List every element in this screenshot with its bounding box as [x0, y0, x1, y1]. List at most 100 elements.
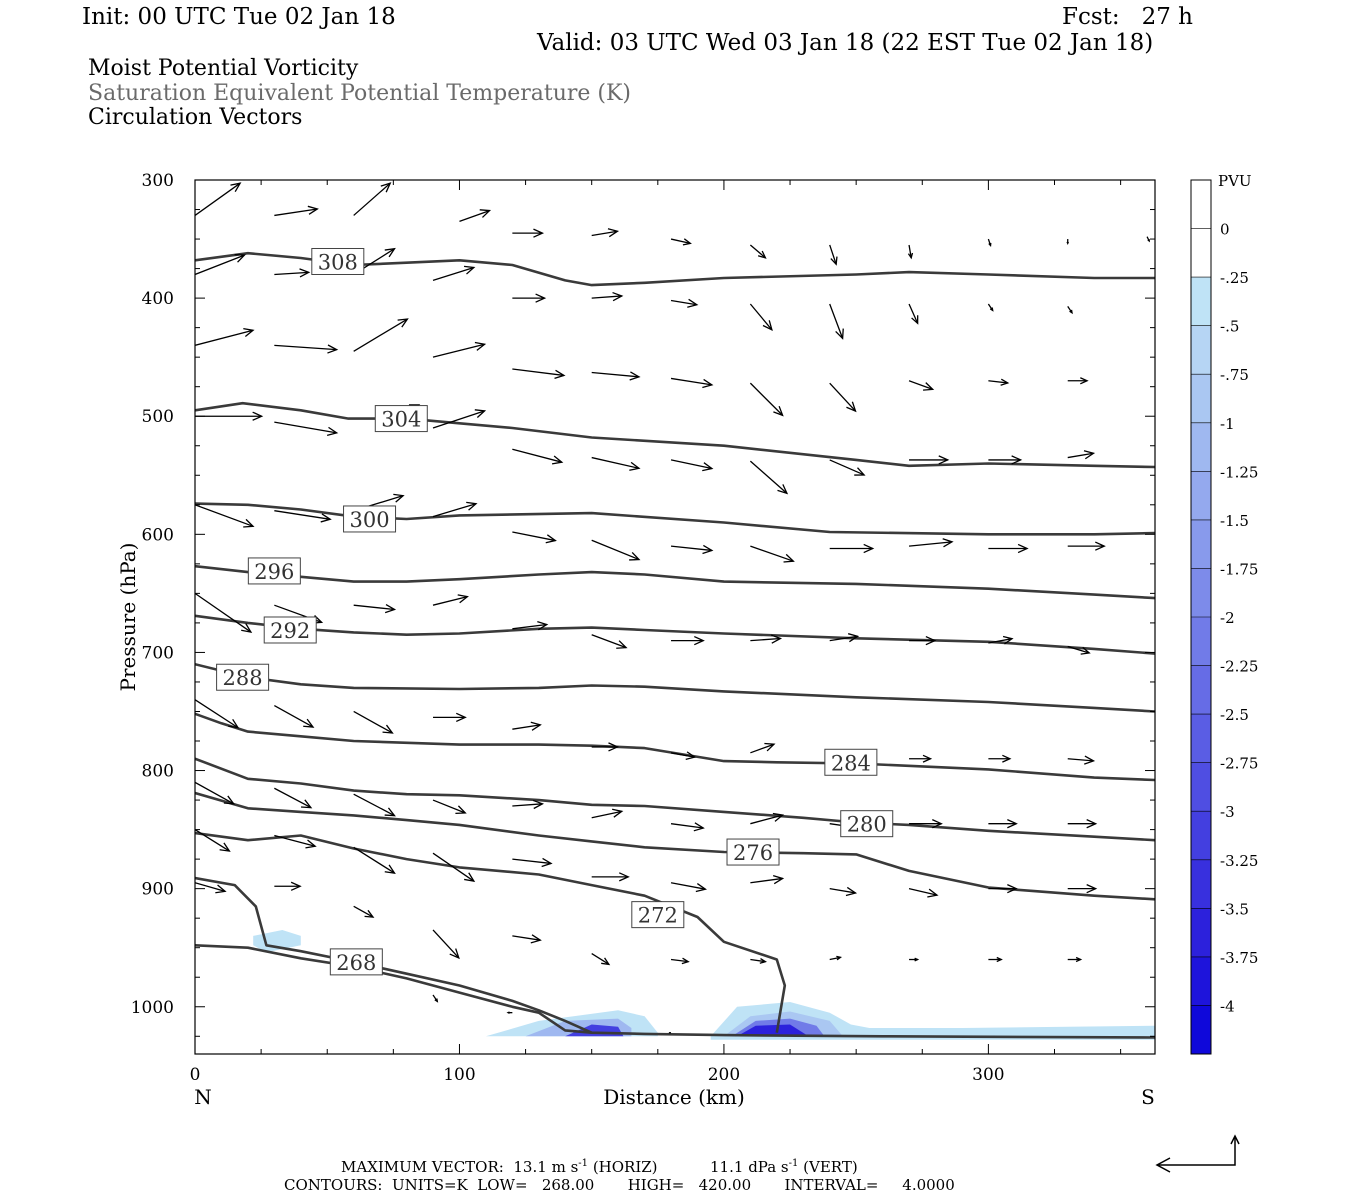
- circulation-vector: [671, 635, 705, 646]
- circulation-vector: [749, 303, 773, 332]
- x-axis-title: Distance (km): [603, 1085, 745, 1109]
- colorbar-swatch: [1191, 908, 1211, 958]
- colorbar-label: -1.5: [1220, 512, 1249, 530]
- circulation-vector: [988, 635, 1014, 645]
- contour-label: 308: [311, 247, 365, 275]
- circulation-vector: [1067, 755, 1096, 765]
- circulation-vector: [988, 543, 1029, 554]
- colorbar-label: -1: [1220, 415, 1235, 433]
- title-theta-es: Saturation Equivalent Potential Temperat…: [88, 81, 631, 106]
- circulation-vector: [432, 409, 487, 429]
- circulation-vector: [750, 874, 785, 885]
- colorbar-label: -1.75: [1220, 560, 1258, 578]
- circulation-vector: [274, 344, 339, 354]
- circulation-vector: [591, 539, 641, 561]
- circulation-vector: [274, 881, 302, 891]
- colorbar-label: 0: [1220, 221, 1230, 239]
- circulation-vector: [432, 594, 469, 606]
- circulation-vector: [829, 886, 858, 897]
- circulation-vector: [749, 244, 767, 259]
- circulation-vector: [829, 303, 844, 340]
- circulation-vector: [432, 852, 476, 883]
- circulation-vector: [432, 929, 460, 960]
- contour-label: 300: [343, 505, 397, 533]
- circulation-vector: [908, 888, 939, 898]
- contour-line: [195, 712, 1155, 782]
- circulation-vector: [432, 799, 467, 815]
- circulation-vector: [195, 699, 240, 729]
- plot-frame: [194, 179, 1156, 1055]
- circulation-vector: [1067, 645, 1091, 655]
- colorbar-title: PVU: [1218, 172, 1252, 190]
- colorbar-swatch: [1191, 325, 1211, 375]
- circulation-vector: [195, 781, 236, 805]
- circulation-vector: [988, 956, 1003, 963]
- circulation-vector: [988, 884, 1018, 894]
- colorbar-label: -3.5: [1220, 900, 1249, 918]
- x-tick-label: 0: [190, 1065, 201, 1085]
- contour-line: [195, 831, 787, 1033]
- colorbar-swatch: [1191, 859, 1211, 909]
- circulation-vector: [195, 592, 253, 633]
- colorbar-swatch: [1191, 471, 1211, 521]
- circulation-vector: [591, 872, 630, 882]
- circulation-vector: [274, 268, 311, 278]
- circulation-vector: [591, 291, 624, 302]
- circulation-vectors: [195, 182, 1150, 1034]
- circulation-vector: [512, 293, 547, 303]
- circulation-vector: [353, 793, 396, 817]
- circulation-vector: [353, 182, 392, 216]
- circulation-vector: [749, 460, 789, 495]
- circulation-vector: [512, 620, 549, 631]
- contour-labels: 308 304 300 296 292 288 284 280 276 272 268: [216, 247, 894, 976]
- circulation-vector: [274, 834, 317, 849]
- circulation-vector: [670, 377, 714, 389]
- circulation-vector: [512, 531, 557, 544]
- circulation-vector: [353, 710, 394, 734]
- svg-text:280: 280: [847, 813, 887, 837]
- circulation-vector: [988, 378, 1010, 386]
- colorbar-swatch: [1191, 714, 1211, 764]
- circulation-vector: [591, 371, 641, 381]
- colorbar-label: -1.25: [1220, 463, 1258, 481]
- contour-label: 292: [263, 616, 317, 644]
- circulation-vector: [909, 635, 937, 646]
- circulation-vector: [670, 544, 714, 555]
- y-axis-title: Pressure (hPa): [116, 543, 140, 692]
- colorbar-label: -4: [1220, 997, 1235, 1015]
- circulation-vector: [432, 501, 478, 518]
- circulation-vector: [750, 957, 767, 964]
- circulation-vector: [829, 633, 860, 643]
- circulation-vector: [432, 265, 476, 282]
- theta-es-contours: [195, 251, 1155, 1039]
- circulation-vector: [512, 934, 542, 944]
- x-tick-label: 100: [443, 1065, 475, 1085]
- circulation-vector: [1067, 819, 1098, 829]
- circulation-vector: [195, 327, 255, 346]
- contour-line: [195, 401, 1155, 469]
- circulation-vector: [195, 253, 246, 276]
- circulation-vector: [987, 238, 992, 248]
- svg-text:268: 268: [336, 951, 376, 975]
- colorbar-swatch: [1191, 277, 1211, 327]
- svg-text:276: 276: [733, 841, 773, 865]
- circulation-vector: [750, 742, 776, 754]
- circulation-vector: [670, 957, 690, 965]
- circulation-vector: [512, 368, 566, 379]
- x-tick-label: 300: [972, 1065, 1004, 1085]
- horiz-tag: (HORIZ): [592, 1158, 658, 1176]
- svg-text:292: 292: [270, 619, 310, 643]
- circulation-vector: [909, 819, 943, 829]
- circulation-vector: [195, 411, 264, 421]
- contour-line: [195, 614, 1155, 655]
- pv-colorbar: 0 -.25 -.5 -.75 -1 -1.25 -1.5 -1.75 -2 -2.25 -2.5 -…: [1190, 179, 1258, 1055]
- pv-shading: [253, 930, 1155, 1040]
- circulation-vector: [1067, 377, 1089, 385]
- colorbar-label: -.75: [1220, 366, 1249, 384]
- title-pv: Moist Potential Vorticity: [88, 56, 359, 81]
- circulation-vector: [195, 829, 231, 852]
- circulation-vector: [908, 538, 954, 548]
- circulation-vector: [670, 298, 699, 308]
- contour-line: [195, 662, 1155, 713]
- circulation-vector: [195, 882, 227, 894]
